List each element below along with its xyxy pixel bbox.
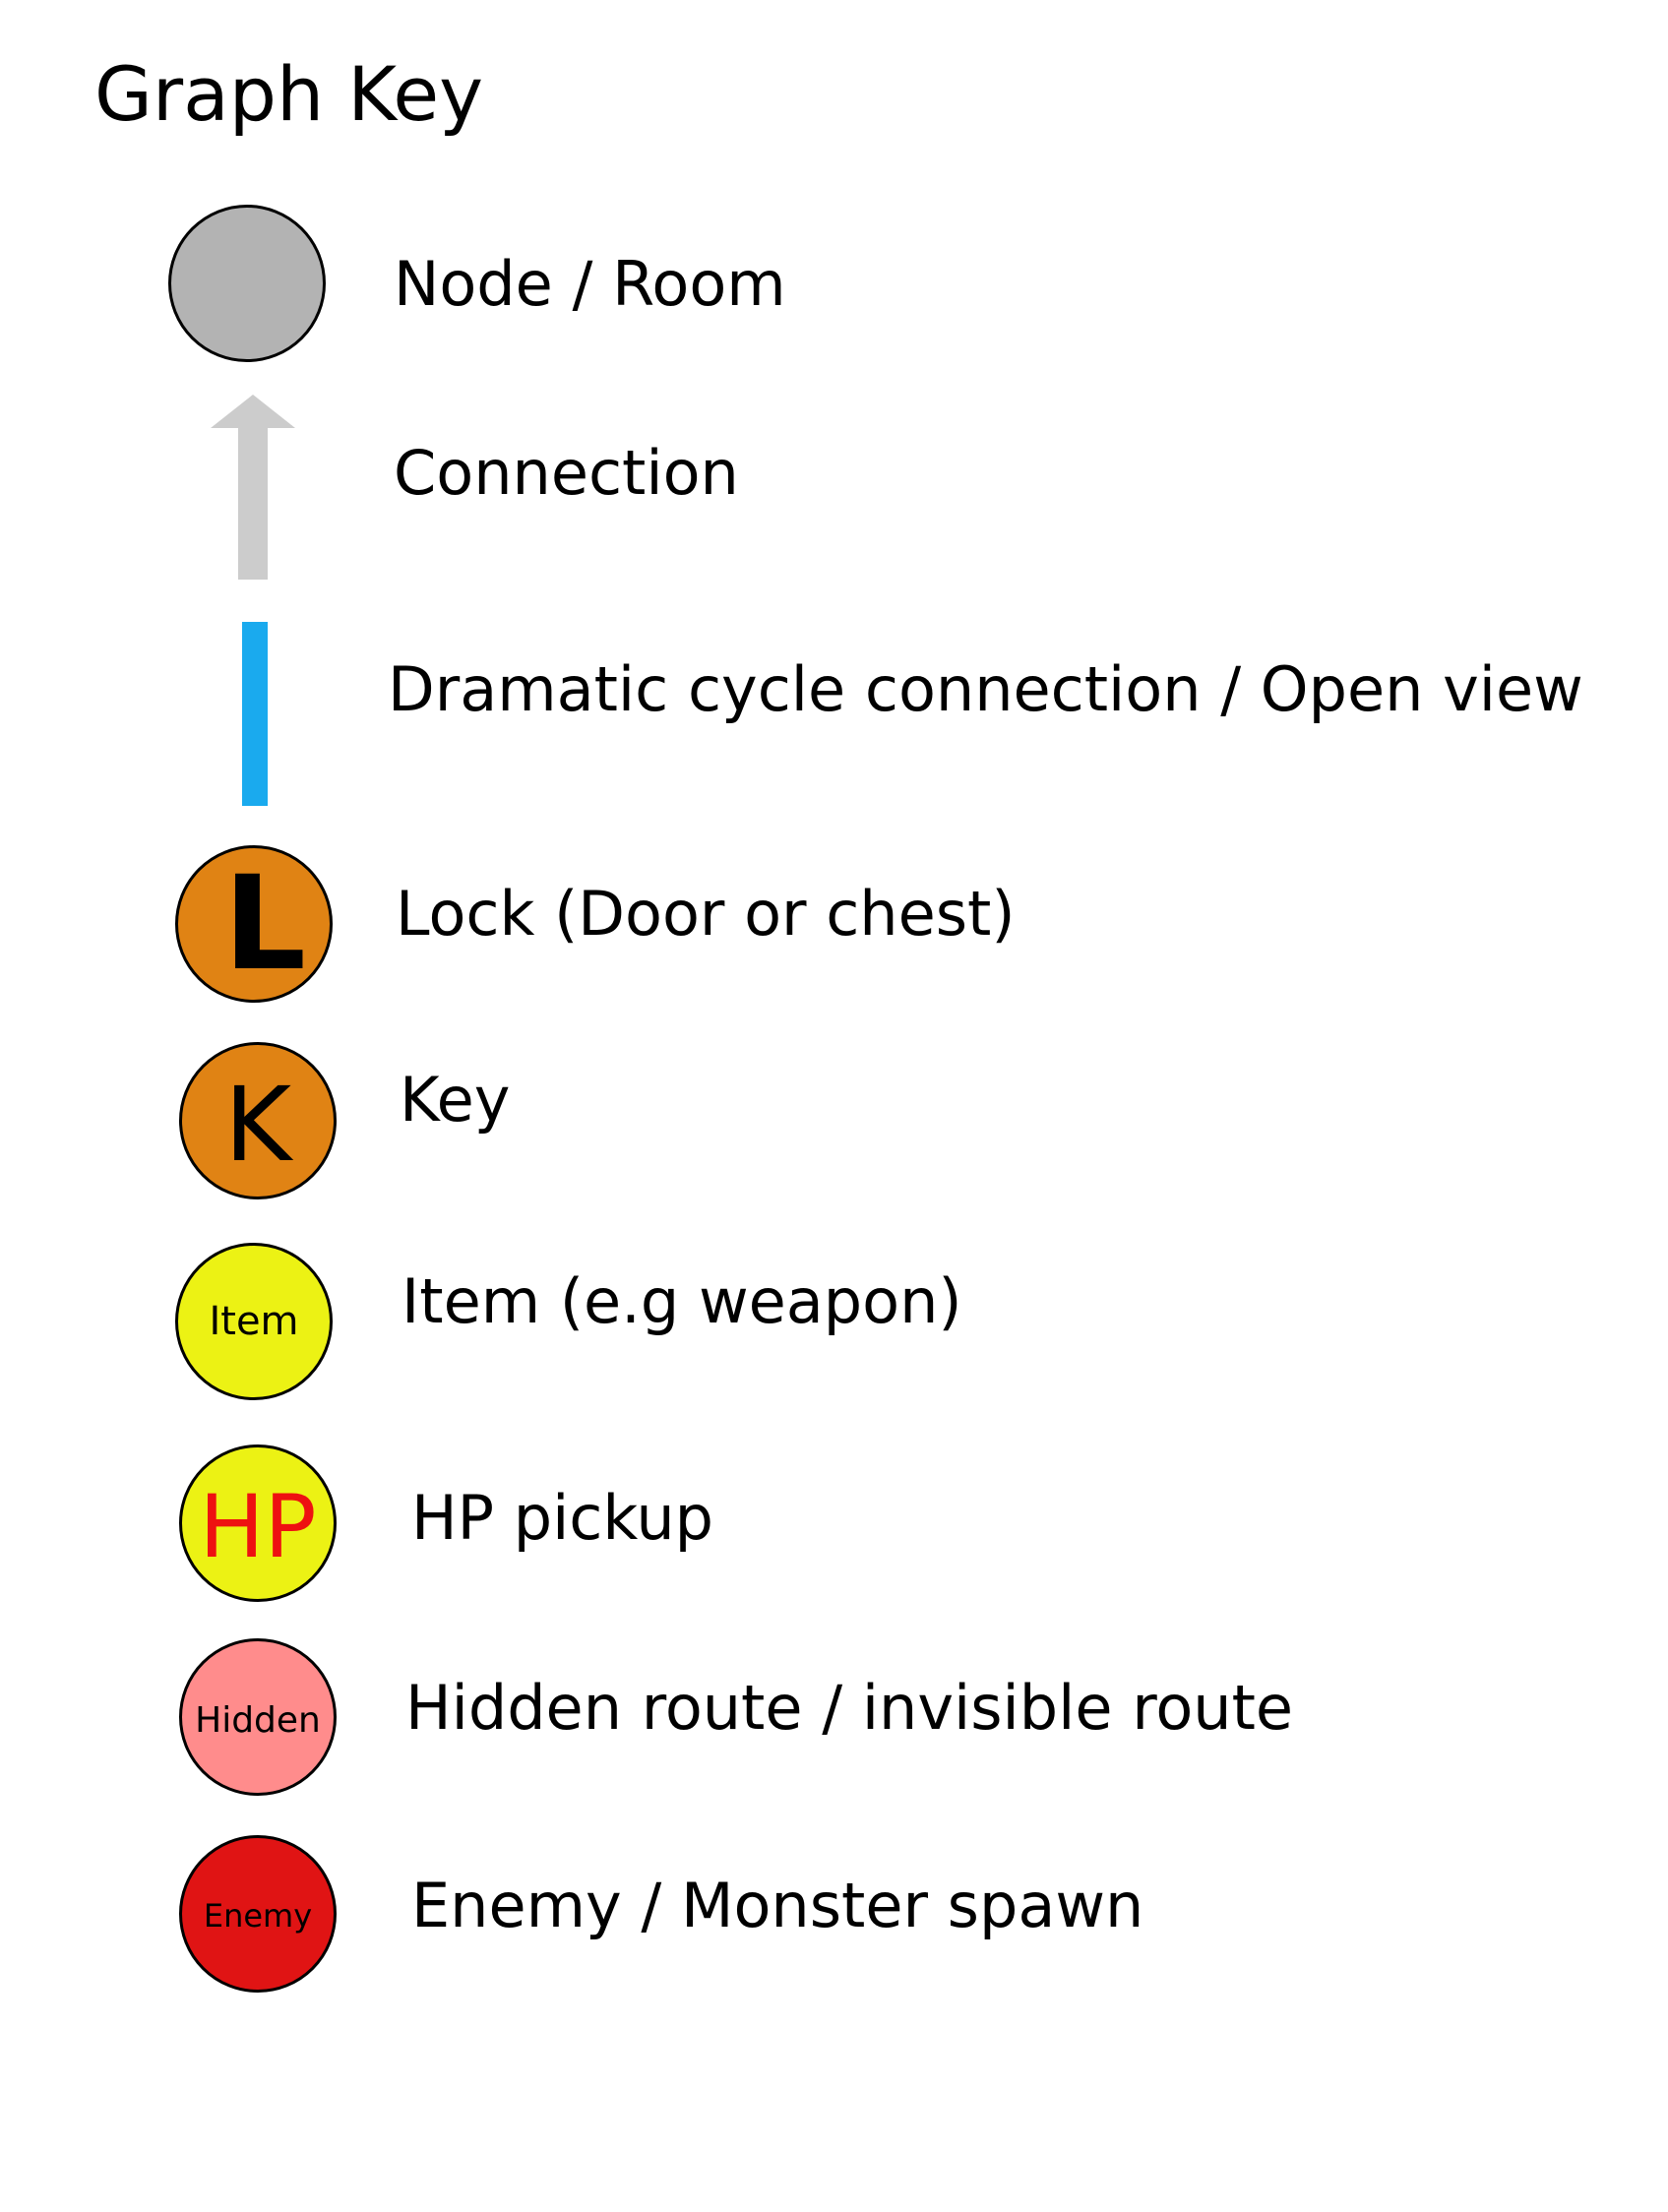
page-title: Graph Key [94,50,484,138]
item-label: Item (e.g weapon) [402,1265,962,1337]
hidden-symbol-text: Hidden [195,1700,321,1741]
item-circle-icon: Item [175,1243,333,1400]
node-label: Node / Room [394,248,786,320]
dramatic-cycle-label: Dramatic cycle connection / Open view [388,653,1583,725]
hp-label: HP pickup [411,1482,714,1554]
lock-label: Lock (Door or chest) [396,878,1016,950]
item-symbol-text: Item [209,1299,299,1344]
dramatic-cycle-bar-icon [242,622,268,806]
lock-circle-icon: L [175,845,333,1003]
hp-symbol-text: HP [199,1476,317,1577]
key-label: Key [400,1064,511,1136]
key-symbol-text: K [223,1065,292,1185]
node-circle-icon [168,205,326,362]
lock-symbol-text: L [222,848,307,1000]
enemy-symbol-text: Enemy [203,1897,313,1935]
key-circle-icon: K [179,1042,337,1199]
connection-label: Connection [394,437,739,509]
hidden-circle-icon: Hidden [179,1638,337,1796]
hp-circle-icon: HP [179,1444,337,1602]
connection-arrow-icon [211,395,295,580]
enemy-label: Enemy / Monster spawn [411,1870,1144,1941]
hidden-label: Hidden route / invisible route [405,1672,1294,1744]
enemy-circle-icon: Enemy [179,1835,337,1993]
